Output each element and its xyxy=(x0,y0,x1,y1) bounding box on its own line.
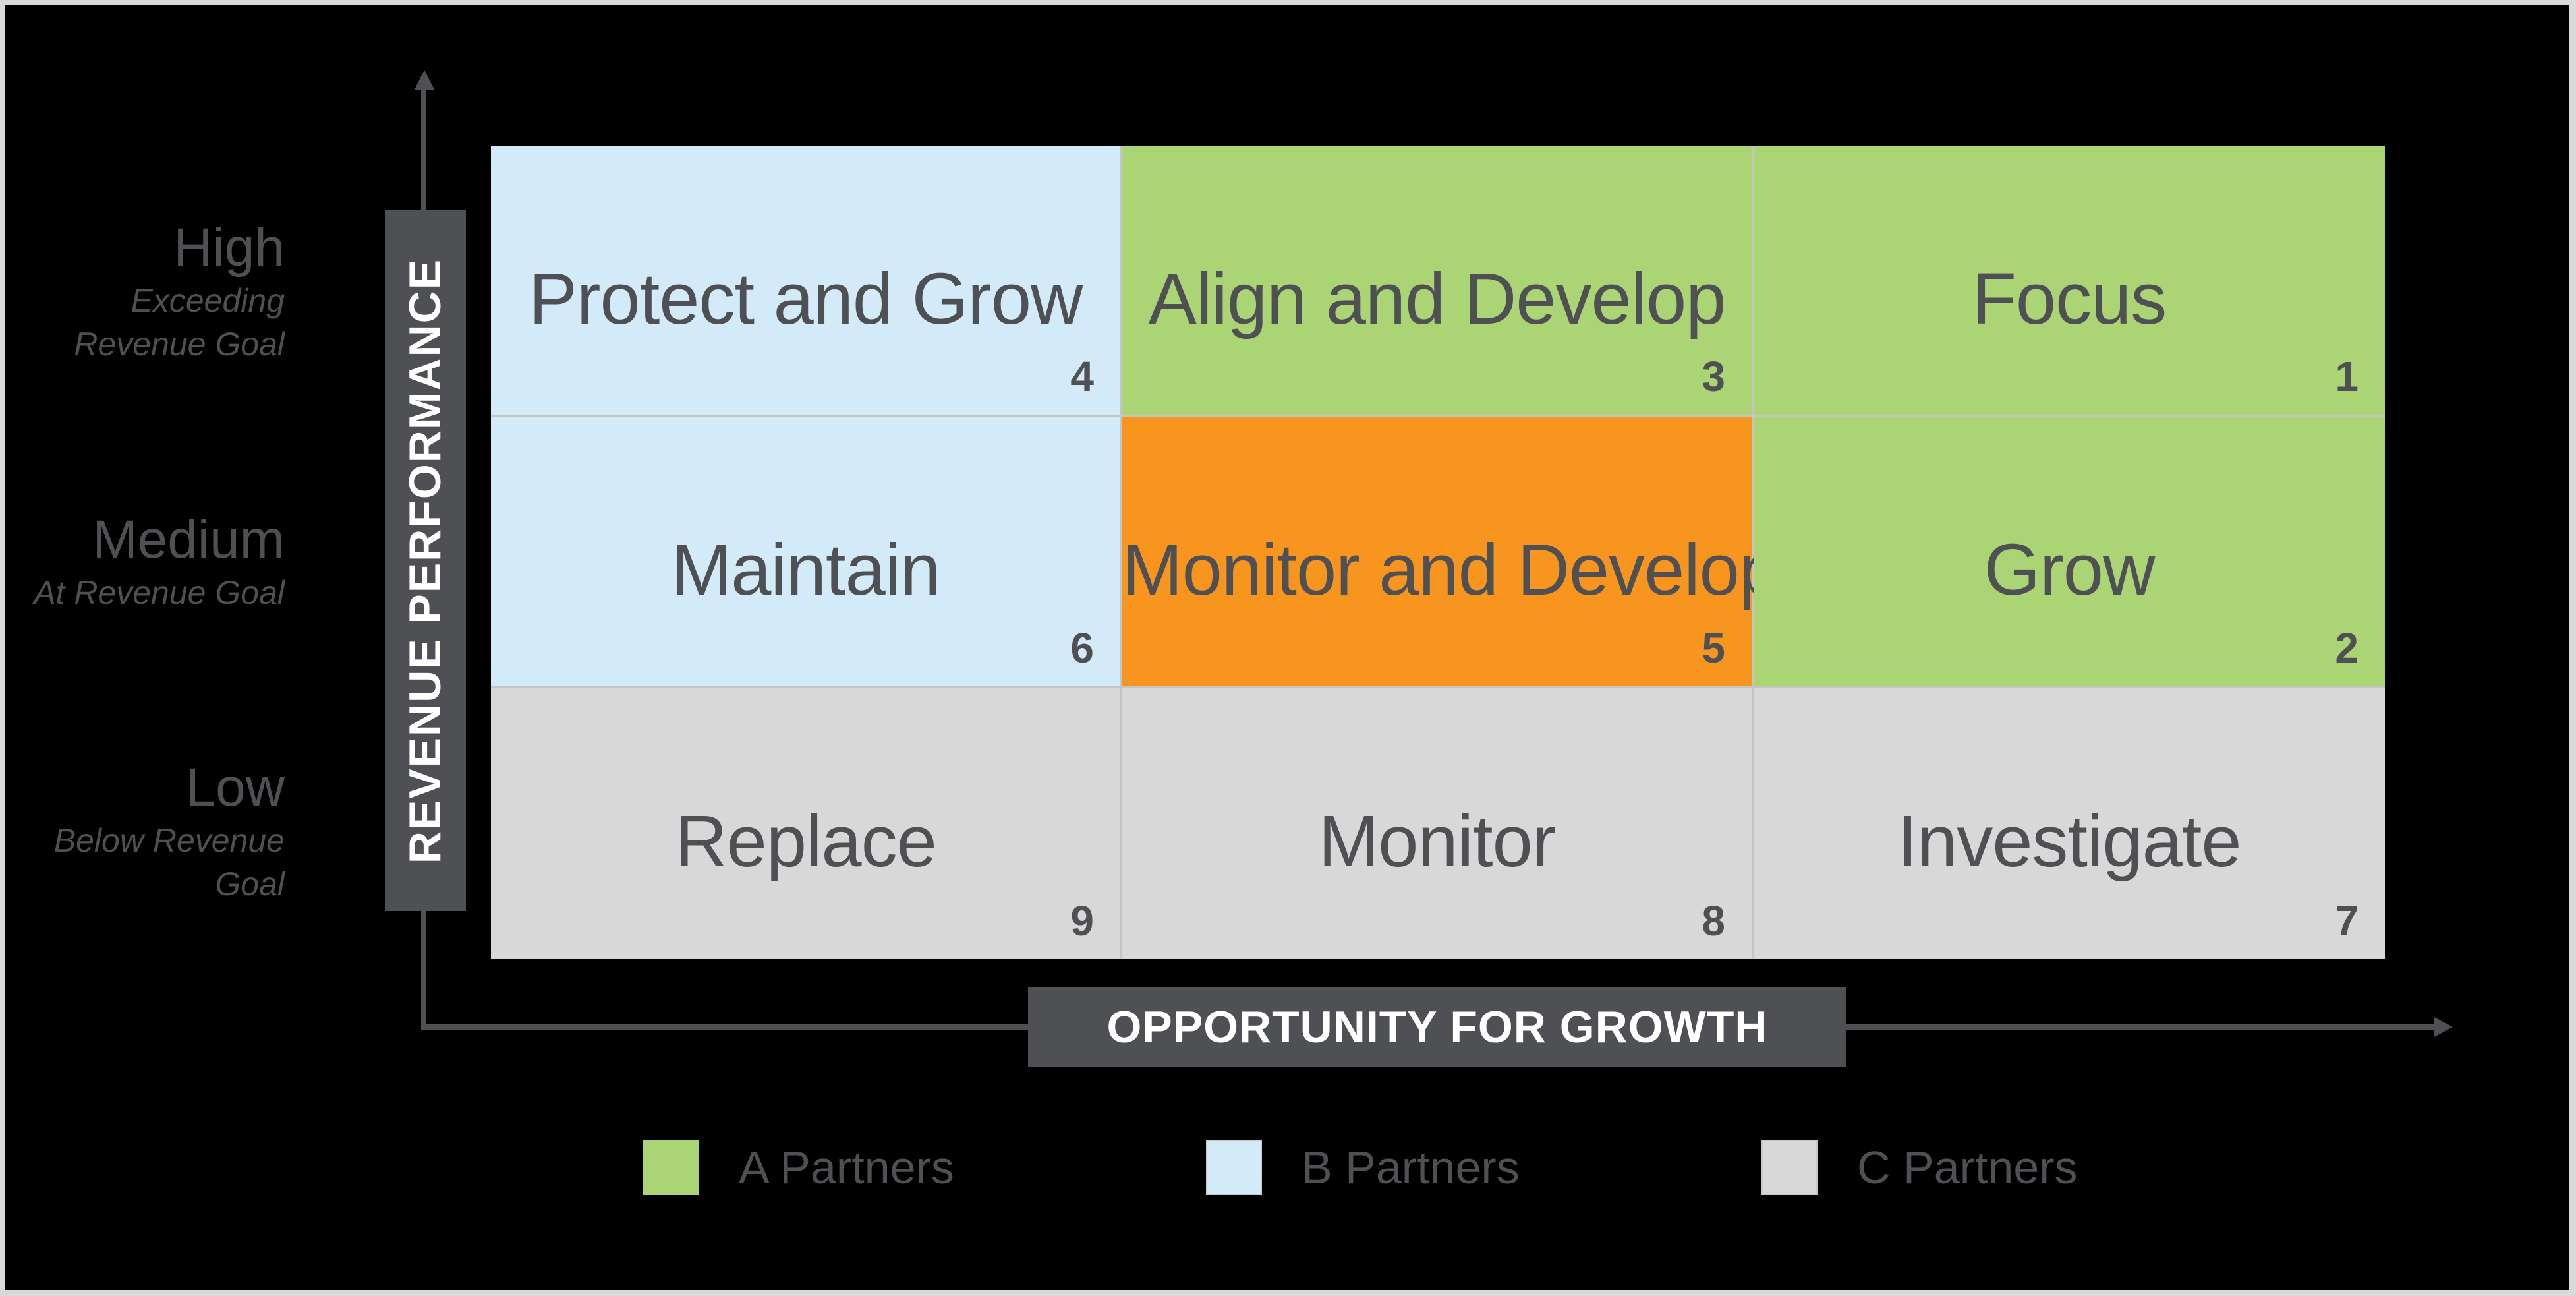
cell-title: Investigate xyxy=(1897,800,2241,882)
cell-rank: 7 xyxy=(2335,897,2359,945)
row-subtitle-medium-line1: At Revenue Goal xyxy=(34,574,285,611)
cell-rank: 2 xyxy=(2335,624,2359,672)
cell-replace: Replace 9 xyxy=(491,688,1122,959)
y-axis-label: REVENUE PERFORMANCE xyxy=(400,258,451,864)
cell-monitor-and-develop: Monitor and Develop 5 xyxy=(1122,417,1779,688)
partner-matrix: Protect and Grow 4 Align and Develop 3 F… xyxy=(491,146,2385,959)
cell-protect-and-grow: Protect and Grow 4 xyxy=(491,146,1122,417)
cell-grow: Grow 2 xyxy=(1754,417,2385,688)
row-title-low: Low xyxy=(185,757,285,817)
legend-label-c: C Partners xyxy=(1857,1142,2078,1193)
cell-title: Protect and Grow xyxy=(529,258,1083,339)
cell-rank: 4 xyxy=(1070,353,1094,401)
row-label-low: Low Below Revenue Goal xyxy=(54,761,285,906)
cell-rank: 1 xyxy=(2335,353,2359,401)
cell-focus: Focus 1 xyxy=(1754,146,2385,417)
x-axis-label-box: OPPORTUNITY FOR GROWTH xyxy=(1028,987,1846,1067)
cell-title: Focus xyxy=(1972,258,2167,339)
legend-label-b: B Partners xyxy=(1302,1142,1520,1193)
cell-title: Replace xyxy=(675,800,937,882)
row-label-medium: Medium At Revenue Goal xyxy=(34,513,285,614)
row-subtitle-low-line2: Goal xyxy=(215,866,285,902)
row-subtitle-low-line1: Below Revenue xyxy=(53,822,285,859)
row-title-medium: Medium xyxy=(92,510,285,570)
cell-rank: 5 xyxy=(1702,624,1725,672)
cell-title: Monitor xyxy=(1318,800,1557,882)
legend-swatch-a xyxy=(643,1140,699,1195)
legend-item-a-partners: A Partners xyxy=(643,1140,954,1195)
cell-rank: 6 xyxy=(1070,624,1094,672)
diagram-canvas: High Exceeding Revenue Goal Medium At Re… xyxy=(5,5,2569,1290)
x-axis-label: OPPORTUNITY FOR GROWTH xyxy=(1106,1001,1768,1052)
cell-rank: 8 xyxy=(1702,897,1725,945)
y-axis-label-box: REVENUE PERFORMANCE xyxy=(385,210,466,911)
legend-swatch-c xyxy=(1761,1140,1818,1195)
row-subtitle-high-line1: Exceeding xyxy=(130,282,285,319)
x-axis-arrow-icon xyxy=(2434,1017,2453,1037)
cell-title: Grow xyxy=(1984,529,2156,611)
legend-label-a: A Partners xyxy=(739,1142,954,1193)
row-title-high: High xyxy=(173,218,285,278)
cell-title: Maintain xyxy=(671,529,941,611)
cell-title: Align and Develop xyxy=(1148,258,1727,339)
cell-rank: 9 xyxy=(1070,897,1094,945)
y-axis-arrow-icon xyxy=(415,70,434,90)
cell-investigate: Investigate 7 xyxy=(1754,688,2385,959)
legend-item-b-partners: B Partners xyxy=(1206,1140,1520,1195)
row-subtitle-high-line2: Revenue Goal xyxy=(74,326,285,363)
cell-rank: 3 xyxy=(1702,353,1725,401)
cell-align-and-develop: Align and Develop 3 xyxy=(1122,146,1754,417)
legend-swatch-b xyxy=(1206,1140,1262,1195)
cell-monitor: Monitor 8 xyxy=(1122,688,1754,959)
cell-title: Monitor and Develop xyxy=(1122,529,1779,611)
row-label-high: High Exceeding Revenue Goal xyxy=(74,221,285,366)
legend-item-c-partners: C Partners xyxy=(1761,1140,2078,1195)
cell-maintain: Maintain 6 xyxy=(491,417,1122,688)
